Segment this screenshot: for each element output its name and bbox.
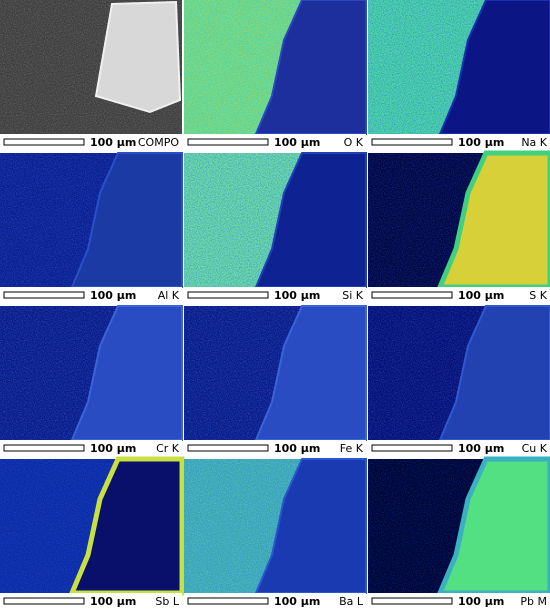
caption-strip (0, 134, 182, 151)
scale-text: 100 µm (90, 595, 136, 608)
scale-text: 100 µm (274, 136, 320, 149)
scale-bar (187, 138, 269, 146)
scale-bar (371, 444, 453, 452)
scale-text: 100 µm (90, 289, 136, 302)
scale-bar (371, 138, 453, 146)
map-panel: 100 µm O K (184, 0, 367, 151)
caption-strip (184, 287, 366, 304)
caption-strip (368, 593, 550, 609)
scale-bar (187, 444, 269, 452)
scale-text: 100 µm (90, 136, 136, 149)
scale-text: 100 µm (90, 442, 136, 455)
map-panel: 100 µm COMPO (0, 0, 182, 151)
scale-bar (187, 291, 269, 299)
map-label: Cu K (522, 442, 548, 455)
caption-strip (368, 287, 550, 304)
caption-strip (0, 593, 182, 609)
caption-strip (368, 440, 550, 457)
map-label: Na K (521, 136, 547, 149)
scale-bar (187, 597, 269, 605)
map-panel: 100 µm Si K (184, 152, 367, 304)
map-panel: 100 µm Cu K (368, 305, 550, 457)
scale-bar (3, 138, 85, 146)
map-panel: 100 µm Fe K (184, 305, 367, 457)
phase-region (94, 0, 182, 114)
caption-strip (0, 440, 182, 457)
scale-text: 100 µm (458, 289, 504, 302)
map-panel: 100 µm Na K (368, 0, 550, 151)
scale-bar (3, 444, 85, 452)
caption-strip (184, 593, 366, 609)
map-panel: 100 µm Cr K (0, 305, 183, 457)
map-label: Pb M (520, 595, 547, 608)
map-panel: 100 µm Ba L (184, 458, 367, 609)
map-panel: 100 µm Sb L (0, 456, 185, 609)
caption-strip (368, 134, 550, 151)
map-panel: 100 µm Al K (0, 152, 183, 304)
map-label: COMPO (138, 136, 179, 149)
map-label: Cr K (156, 442, 180, 455)
scale-bar (3, 597, 85, 605)
scale-text: 100 µm (274, 595, 320, 608)
scale-text: 100 µm (458, 442, 504, 455)
caption-strip (184, 134, 366, 151)
map-label: S K (529, 289, 547, 302)
map-panel: 100 µm Pb M (368, 456, 550, 609)
caption-strip (184, 440, 366, 457)
map-label: Al K (158, 289, 180, 302)
scale-text: 100 µm (458, 595, 504, 608)
scale-bar (371, 291, 453, 299)
map-label: Sb L (155, 595, 179, 608)
map-label: Ba L (339, 595, 364, 608)
scale-bar (3, 291, 85, 299)
scale-text: 100 µm (274, 289, 320, 302)
map-panel: 100 µm S K (368, 150, 550, 304)
scale-text: 100 µm (274, 442, 320, 455)
map-label: O K (344, 136, 364, 149)
map-label: Fe K (340, 442, 364, 455)
caption-strip (0, 287, 182, 304)
scale-text: 100 µm (458, 136, 504, 149)
map-label: Si K (342, 289, 364, 302)
scale-bar (371, 597, 453, 605)
